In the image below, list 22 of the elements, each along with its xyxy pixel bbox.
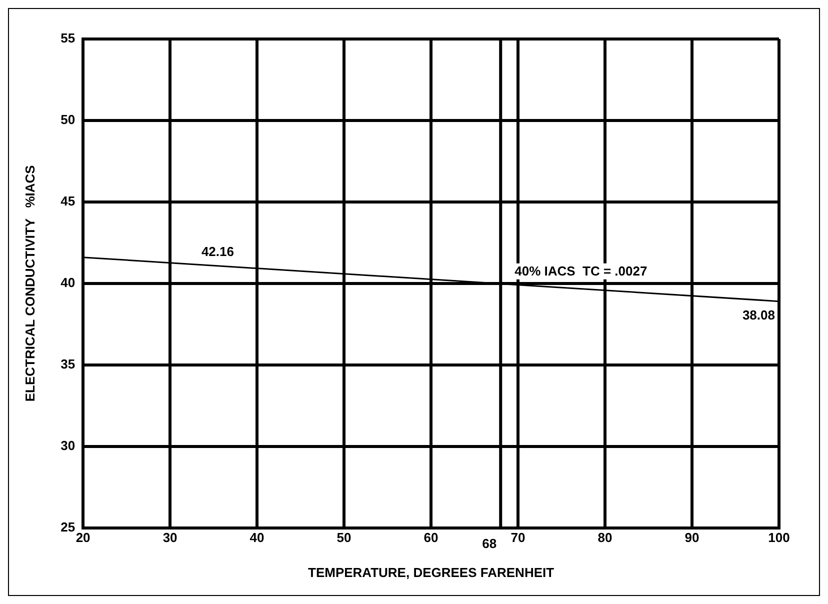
annotation: 42.16 bbox=[201, 244, 234, 259]
x-tick-label: 30 bbox=[162, 530, 178, 546]
x-axis-title: TEMPERATURE, DEGREES FARENHEIT bbox=[308, 564, 554, 580]
y-axis-title: ELECTRICAL CONDUCTIVITY %IACS bbox=[22, 164, 38, 402]
annotation: 40% IACS TC = .0027 bbox=[514, 263, 648, 278]
x-tick-label: 20 bbox=[76, 530, 90, 546]
x-tick-label: 80 bbox=[598, 530, 612, 546]
x-tick-label: 90 bbox=[684, 530, 700, 546]
y-tick-label: 30 bbox=[60, 438, 76, 453]
y-tick-label: 35 bbox=[60, 356, 76, 372]
y-tick-label: 50 bbox=[60, 112, 76, 128]
y-tick-label: 40 bbox=[60, 274, 76, 290]
x-tick-label: 40 bbox=[250, 530, 264, 546]
y-tick-label: 25 bbox=[60, 519, 76, 534]
x-tick-label: 100 bbox=[768, 530, 790, 546]
annotation: 38.08 bbox=[742, 307, 775, 322]
x-tick-label: 50 bbox=[336, 530, 352, 546]
ref-line-label: 68 bbox=[482, 536, 497, 551]
y-tick-label: 55 bbox=[60, 30, 76, 46]
y-tick-label: 45 bbox=[60, 194, 76, 209]
x-tick-label: 60 bbox=[424, 530, 438, 546]
x-tick-label: 70 bbox=[510, 530, 526, 546]
